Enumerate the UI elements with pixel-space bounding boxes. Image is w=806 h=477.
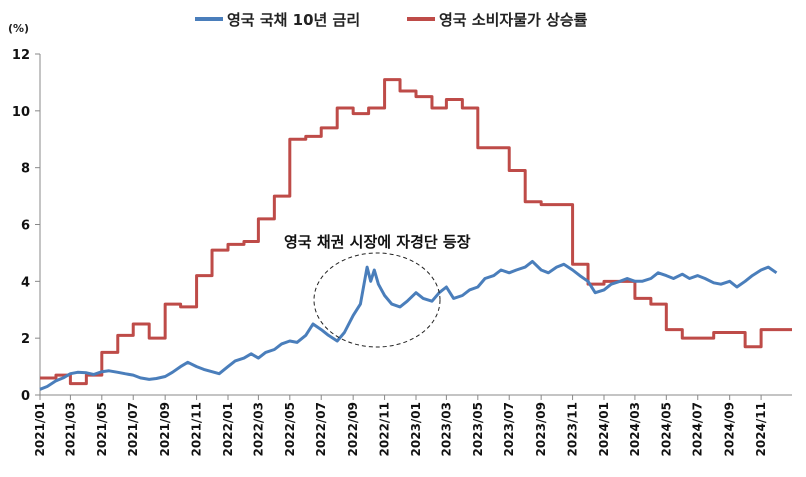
y-axis-ticks: 0 2 4 6 8 10 12 (12, 48, 40, 404)
chart-axes (39, 54, 792, 396)
chart-series (39, 78, 792, 391)
x-tick-label: 2021/09 (158, 402, 172, 456)
legend-swatch-cpi (407, 17, 435, 21)
series-cpi-line (40, 78, 792, 386)
x-tick-label: 2023/05 (471, 402, 485, 456)
x-tick-label: 2021/11 (190, 402, 204, 456)
legend-swatch-bond (195, 17, 223, 21)
x-tick-label: 2023/03 (439, 402, 453, 456)
legend-label-cpi: 영국 소비자물가 상승률 (439, 10, 588, 29)
y-tick-label: 0 (21, 389, 30, 404)
x-tick-label: 2022/03 (251, 402, 265, 456)
y-tick-label: 10 (12, 105, 30, 120)
x-tick-label: 2021/05 (95, 402, 109, 456)
x-tick-label: 2024/11 (754, 402, 768, 456)
x-tick-label: 2024/03 (628, 402, 642, 456)
y-axis-unit-label: (%) (8, 22, 30, 35)
x-tick-label: 2021/07 (126, 402, 140, 456)
x-tick-label: 2023/07 (502, 402, 516, 456)
x-tick-label: 2023/01 (409, 402, 423, 456)
series-bond-yield-line (39, 259, 778, 391)
x-tick-label: 2023/09 (534, 402, 548, 456)
y-tick-label: 8 (21, 162, 30, 177)
x-tick-label: 2024/05 (659, 402, 673, 456)
annotation-text: 영국 채권 시장에 자경단 등장 (284, 233, 471, 251)
x-tick-label: 2023/11 (566, 402, 580, 456)
legend-item-bond-yield: 영국 국채 10년 금리 (195, 7, 360, 31)
x-tick-label: 2022/01 (221, 402, 235, 456)
annotation-ellipse (313, 252, 441, 348)
x-tick-label: 2022/07 (314, 402, 328, 456)
legend-item-cpi: 영국 소비자물가 상승률 (407, 7, 587, 31)
x-tick-label: 2024/01 (597, 402, 611, 456)
x-tick-label: 2024/07 (691, 402, 705, 456)
x-tick-label: 2022/05 (283, 402, 297, 456)
x-tick-label: 2021/03 (63, 402, 77, 456)
legend-label-bond: 영국 국채 10년 금리 (227, 10, 361, 29)
x-tick-label: 2021/01 (33, 402, 47, 456)
y-tick-label: 2 (21, 332, 30, 347)
x-tick-label: 2024/09 (723, 402, 737, 456)
x-tick-label: 2022/09 (346, 402, 360, 456)
x-tick-label: 2022/11 (378, 402, 392, 456)
y-tick-label: 4 (21, 275, 30, 290)
y-tick-label: 12 (12, 48, 30, 63)
x-axis-ticks: 2021/01 2021/03 2021/05 2021/07 2021/09 2021/… (33, 395, 768, 456)
y-tick-label: 6 (21, 219, 30, 234)
